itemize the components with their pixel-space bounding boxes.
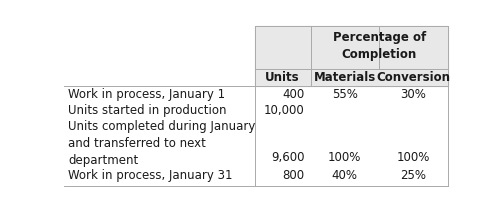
Text: 55%: 55%	[332, 88, 357, 101]
Bar	[254, 69, 448, 86]
Text: 25%: 25%	[400, 169, 426, 183]
Text: Conversion: Conversion	[376, 71, 450, 84]
Text: Units: Units	[266, 71, 300, 84]
Text: 800: 800	[282, 169, 304, 183]
Text: Units started in production: Units started in production	[68, 104, 226, 117]
Text: Work in process, January 31: Work in process, January 31	[68, 169, 232, 183]
Bar	[254, 26, 310, 69]
Text: 9,600: 9,600	[271, 151, 304, 164]
Text: 100%: 100%	[328, 151, 362, 164]
Text: Percentage of
Completion: Percentage of Completion	[333, 31, 426, 61]
Bar	[310, 26, 448, 69]
Text: 100%: 100%	[397, 151, 430, 164]
Text: 40%: 40%	[332, 169, 357, 183]
Text: 400: 400	[282, 88, 304, 101]
Text: Work in process, January 1: Work in process, January 1	[68, 88, 225, 101]
Text: Materials: Materials	[314, 71, 376, 84]
Text: 30%: 30%	[400, 88, 426, 101]
Text: 10,000: 10,000	[264, 104, 304, 117]
Text: Units completed during January
and transferred to next
department: Units completed during January and trans…	[68, 120, 256, 167]
